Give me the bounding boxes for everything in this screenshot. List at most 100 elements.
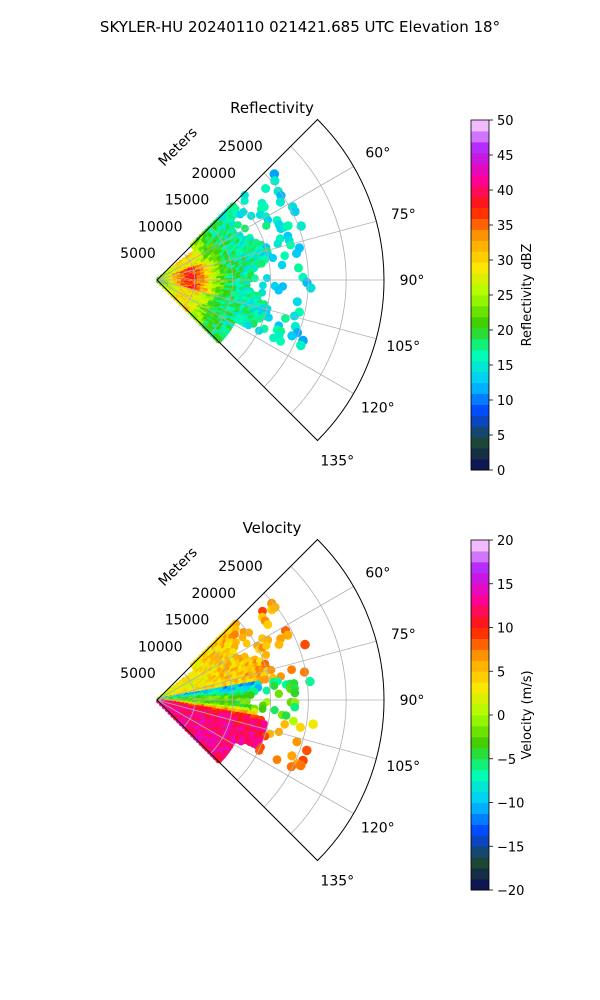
echo-cell: [294, 263, 303, 273]
echo-cell: [269, 169, 280, 179]
colorbar-swatch: [471, 769, 489, 782]
echo-cell: [215, 336, 223, 344]
echo-cell: [277, 260, 287, 270]
colorbar-swatch: [471, 550, 489, 563]
echo-cell: [238, 633, 247, 642]
echo-cell: [300, 639, 310, 650]
echo-cell: [274, 640, 284, 649]
colorbar-swatch: [471, 174, 489, 187]
colorbar-swatch: [471, 605, 489, 618]
colorbar-swatch: [471, 879, 489, 891]
colorbar-swatch: [471, 349, 489, 362]
colorbar-swatch: [471, 802, 489, 814]
echo-cell: [263, 620, 273, 629]
azimuth-tick-label: 75°: [391, 627, 416, 643]
echo-cell: [280, 720, 290, 729]
colorbar-swatch: [471, 660, 489, 672]
colorbar-swatch: [471, 616, 489, 628]
colorbar-tick-label: 10: [497, 622, 514, 637]
azimuth-gridline: [156, 279, 354, 394]
range-tick-label: 15000: [165, 193, 210, 209]
echo-cell: [276, 337, 285, 346]
azimuth-tick-label: 135°: [320, 453, 354, 469]
range-tick-label: 20000: [191, 586, 236, 602]
radial-axis-label: Meters: [156, 125, 201, 170]
colorbar-swatch: [471, 196, 489, 208]
colorbar-swatch: [471, 747, 489, 760]
azimuth-tick-label: 90°: [400, 273, 425, 289]
colorbar-swatch: [471, 704, 489, 716]
colorbar-swatch: [471, 338, 489, 351]
echo-cell: [251, 274, 259, 283]
colorbar-tick-label: 40: [497, 184, 514, 199]
azimuth-tick-label: 105°: [386, 759, 420, 775]
echo-cell: [308, 719, 318, 729]
echo-cell: [290, 702, 300, 712]
colorbar-swatch: [471, 725, 489, 738]
colorbar-swatch: [471, 791, 489, 803]
colorbar-tick-label: −20: [497, 884, 524, 899]
colorbar-label: Velocity (m/s): [520, 670, 535, 759]
azimuth-tick-label: 120°: [361, 821, 395, 837]
echo-cell: [283, 630, 293, 640]
colorbar-swatch: [471, 671, 489, 683]
echo-cell: [272, 755, 282, 764]
colorbar-swatch: [471, 120, 489, 132]
echo-cell: [259, 281, 267, 290]
echo-cell: [231, 630, 239, 639]
echo-cell: [290, 206, 300, 217]
range-tick-label: 15000: [165, 613, 210, 629]
colorbar-swatch: [471, 404, 489, 416]
echo-cell: [270, 176, 280, 186]
colorbar-tick-label: 20: [497, 534, 514, 549]
range-tick-label: 25000: [218, 139, 263, 155]
range-tick-label: 10000: [138, 220, 183, 236]
echo-cell: [299, 667, 309, 677]
echo-cell: [260, 202, 269, 212]
echo-cell: [263, 274, 271, 283]
echo-cell: [296, 340, 306, 351]
echo-cell: [270, 681, 279, 691]
echo-cell: [264, 313, 273, 322]
range-tick-label: 5000: [120, 666, 156, 682]
colorbar-swatch: [471, 437, 489, 449]
echo-cell: [296, 760, 306, 771]
echo-cell: [258, 606, 267, 616]
sector-frame: [156, 538, 385, 862]
colorbar-swatch: [471, 459, 489, 471]
echo-cell: [215, 756, 223, 764]
colorbar-swatch: [471, 540, 489, 552]
echo-cell: [281, 314, 290, 323]
figure-title: SKYLER-HU 20240110 021421.685 UTC Elevat…: [100, 18, 500, 36]
azimuth-tick-label: 120°: [361, 401, 395, 417]
colorbar-swatch: [471, 163, 489, 176]
colorbar-tick-label: 25: [497, 289, 514, 304]
azimuth-gridline: [156, 699, 377, 760]
azimuth-gridline: [156, 699, 354, 814]
azimuth-tick-label: 105°: [386, 339, 420, 355]
colorbar-tick-label: 15: [497, 359, 514, 374]
echo-cell: [274, 286, 283, 295]
echo-cell: [262, 686, 271, 695]
colorbar-swatch: [471, 284, 489, 296]
colorbar-swatch: [471, 736, 489, 749]
echo-cell: [280, 251, 290, 260]
colorbar-swatch: [471, 262, 489, 274]
echo-cell: [237, 738, 245, 746]
colorbar-swatch: [471, 638, 489, 650]
echo-cell: [295, 722, 305, 732]
echo-cell: [302, 745, 312, 756]
echo-cell: [269, 333, 278, 343]
echo-cell: [267, 666, 276, 675]
echo-cell: [281, 711, 291, 720]
colorbar-swatch: [471, 305, 489, 318]
echo-cell: [283, 221, 293, 231]
colorbar-swatch: [471, 251, 489, 263]
colorbar-swatch: [471, 868, 489, 880]
echo-cell: [234, 221, 242, 229]
radial-axis-label: Meters: [156, 545, 201, 590]
colorbar-swatch: [471, 693, 489, 705]
colorbar-swatch: [471, 715, 489, 727]
